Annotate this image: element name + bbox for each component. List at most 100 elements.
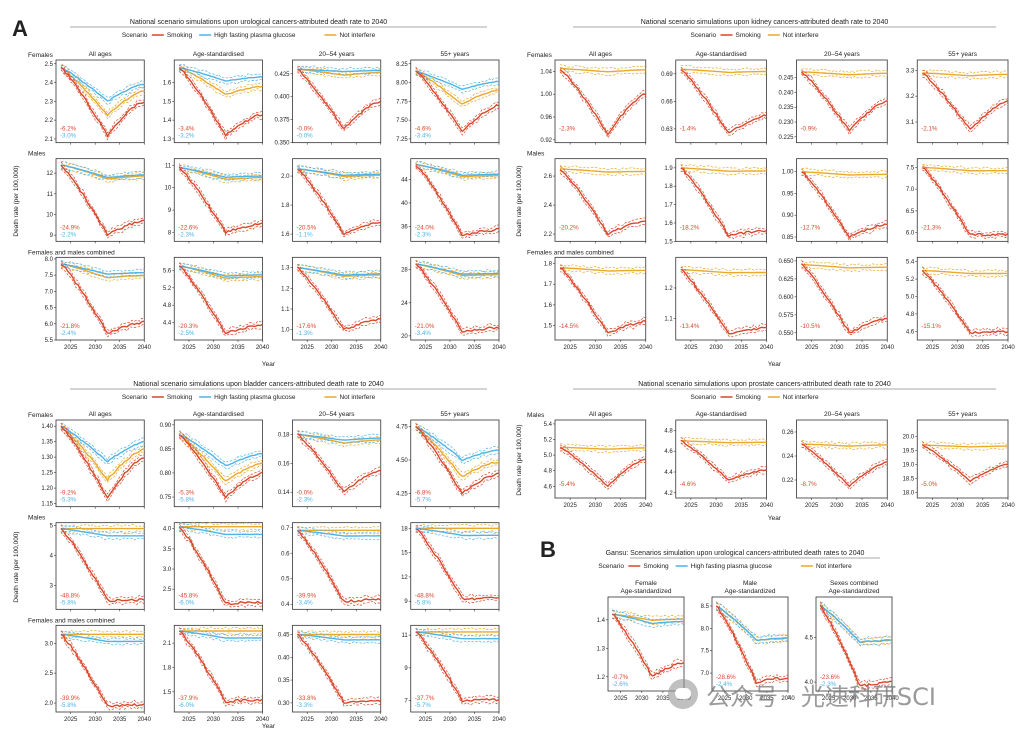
x-tick-label: 2035: [231, 345, 245, 351]
y-tick-label: 15: [401, 551, 408, 557]
change-label: -14.5%: [559, 323, 579, 330]
series-ci-line: [415, 67, 500, 103]
series-line-smoking: [296, 432, 381, 493]
series-ci-line: [297, 635, 381, 639]
series-line-not-interfere: [559, 267, 646, 272]
series-ci-line: [415, 260, 500, 274]
y-tick-label: 0.75: [160, 495, 172, 501]
series-line-smoking: [178, 526, 263, 606]
x-tick-label: 2040: [639, 503, 653, 509]
series-ci-line: [297, 430, 381, 489]
change-label: -6.8%: [415, 490, 432, 497]
panel-letter: A: [12, 16, 28, 41]
series-line-not-interfere: [801, 171, 888, 176]
y-tick-label: 0.375: [274, 118, 290, 124]
change-label: -3.2%: [178, 133, 195, 140]
series-ci-line: [716, 609, 789, 645]
y-tick-label: 6.0: [906, 231, 915, 237]
series-ci-line: [297, 165, 381, 174]
y-tick-label: 1.6: [664, 221, 673, 227]
series-line-smoking: [296, 266, 381, 331]
series-ci-line: [559, 64, 646, 70]
y-tick-label: 1.1: [281, 307, 290, 313]
y-tick-label: 0.18: [278, 432, 290, 438]
y-tick-label: 0.14: [278, 490, 290, 496]
column-label: 55+ years: [948, 51, 977, 58]
chart-block: National scenario simulations upon bladd…: [13, 381, 506, 730]
y-tick-label: 1.2: [597, 675, 606, 681]
series-ci-line: [60, 428, 145, 465]
row-label: Females: [527, 52, 553, 59]
series-line-not-interfere: [801, 443, 888, 447]
series-line-smoking: [297, 69, 382, 130]
change-label: -5.4%: [559, 481, 576, 488]
series-line-not-interfere: [559, 168, 646, 173]
y-tick-label: 7: [404, 699, 408, 705]
wechat-logo-icon: [668, 679, 698, 709]
column-label: Sexes combined: [830, 580, 878, 587]
series-ci-line: [179, 530, 263, 608]
y-tick-label: 9: [404, 666, 408, 672]
x-tick-label: 2040: [781, 696, 795, 702]
y-tick-label: 5.6: [163, 268, 172, 274]
series-ci-line: [680, 164, 767, 170]
y-tick-label: 2.4: [544, 203, 553, 209]
series-ci-line: [801, 266, 888, 335]
y-tick-label: 4.6: [906, 329, 915, 335]
series-line-smoking: [715, 605, 788, 685]
series-line-not-interfere: [801, 263, 888, 269]
series-line-not-interfere: [612, 613, 684, 622]
change-label: -2.3%: [820, 681, 837, 688]
series-ci-line: [680, 65, 767, 71]
x-tick-label: 2040: [760, 345, 774, 351]
y-tick-label: 0.400: [274, 95, 290, 101]
y-tick-label: 1.0: [281, 328, 290, 334]
x-tick-label: 2025: [419, 345, 433, 351]
series-ci-line: [297, 534, 381, 606]
y-tick-label: 3.3: [906, 68, 915, 74]
legend-entry: Not interfere: [339, 394, 375, 401]
x-tick-label: 2025: [301, 717, 315, 723]
x-tick-label: 2030: [830, 503, 844, 509]
change-label: -3.3%: [297, 702, 314, 709]
series-ci-line: [415, 529, 500, 534]
column-label: Male: [743, 580, 757, 587]
series-line-high-fasting-plasma-glucose: [60, 263, 145, 275]
y-tick-label: 8.5: [701, 604, 710, 610]
y-tick-label: 0.92: [540, 138, 552, 144]
series-ci-line: [179, 169, 263, 184]
series-line-smoking: [819, 604, 893, 688]
series-ci-line: [178, 267, 263, 280]
change-label: -10.5%: [801, 323, 821, 330]
change-label: -45.8%: [178, 592, 198, 599]
y-tick-label: 1.7: [544, 282, 553, 288]
y-tick-label: 0.600: [778, 295, 794, 301]
change-label: -5.8%: [60, 702, 77, 709]
series-line-smoking: [415, 528, 500, 601]
column-label: All ages: [89, 51, 113, 58]
y-tick-label: 4.8: [664, 428, 673, 434]
series-line-not-interfere: [922, 444, 1008, 448]
y-tick-label: 2.2: [45, 118, 54, 124]
series-ci-line: [415, 267, 500, 336]
y-tick-label: 2.1: [163, 641, 172, 647]
series-ci-line: [680, 266, 767, 332]
series-ci-line: [297, 436, 381, 496]
change-label: -0.7%: [612, 674, 629, 681]
x-tick-label: 2030: [951, 345, 965, 351]
change-label: -3.4%: [178, 126, 195, 133]
series-ci-line: [801, 73, 888, 136]
panel-frame: [410, 256, 500, 341]
y-tick-label: 1.5: [544, 324, 553, 330]
y-tick-label: 7.25: [396, 137, 408, 143]
y-tick-label: 7.5: [906, 165, 915, 171]
series-ci-line: [179, 626, 263, 630]
series-ci-line: [60, 635, 145, 639]
change-label: -2.4%: [60, 330, 77, 337]
series-ci-line: [559, 171, 646, 177]
series-ci-line: [415, 166, 500, 181]
y-tick-label: 1.25: [41, 471, 53, 477]
x-tick-label: 2040: [760, 503, 774, 509]
series-ci-line: [297, 630, 381, 639]
series-ci-line: [178, 436, 263, 486]
